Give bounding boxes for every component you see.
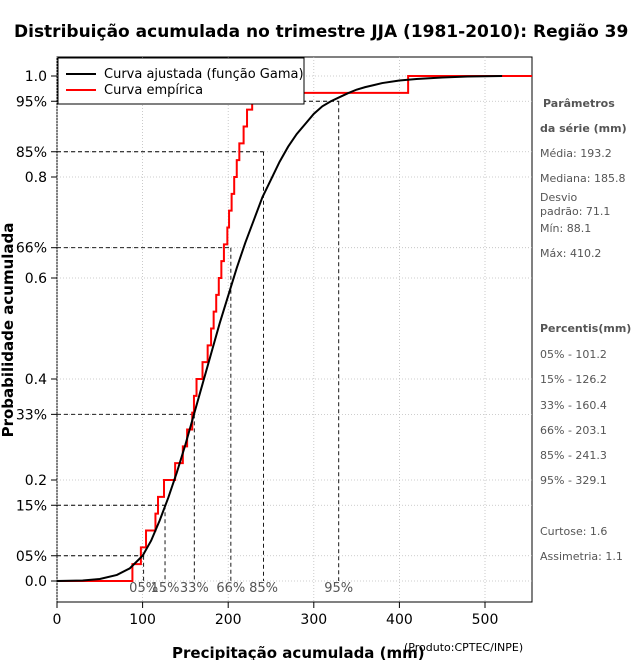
y-tick-label-1: 05% <box>16 549 47 565</box>
y-tick-label-4: 33% <box>16 407 47 423</box>
y-tick-label-9: 85% <box>16 145 47 161</box>
y-tick-label-5: 0.4 <box>25 372 47 388</box>
percentil-95: 95% - 329.1 <box>540 474 607 487</box>
percentile-x-label-3: 66% <box>216 581 245 596</box>
percentil-15: 15% - 126.2 <box>540 373 607 386</box>
credit-text: (Produto:CPTEC/INPE) <box>404 641 523 654</box>
chart-title: Distribuição acumulada no trimestre JJA … <box>14 22 628 42</box>
percentil-66: 66% - 203.1 <box>540 424 607 437</box>
percentis-header: Percentis(mm) <box>540 322 631 335</box>
y-tick-label-11: 1.0 <box>25 69 47 85</box>
percentile-guides <box>57 100 340 581</box>
y-tick-label-10: 95% <box>16 94 47 110</box>
x-tick-label-2: 200 <box>215 612 242 628</box>
y-tick-label-0: 0.0 <box>25 574 47 590</box>
y-axis-ticks: 0.0 05% 15% 0.2 33% 0.4 0.6 66% 0.8 85% 95% 1.0 <box>16 69 57 590</box>
percentil-85: 85% - 241.3 <box>540 449 607 462</box>
x-tick-label-3: 300 <box>300 612 327 628</box>
plot-frame <box>56 56 533 603</box>
percentil-05: 05% - 101.2 <box>540 348 607 361</box>
percentile-x-label-0: 05% <box>129 581 158 596</box>
x-tick-label-4: 400 <box>386 612 413 628</box>
stat-curtose: Curtose: 1.6 <box>540 525 607 538</box>
y-tick-label-3: 0.2 <box>25 473 47 489</box>
percentile-x-label-2: 33% <box>180 581 209 596</box>
side-panel: Parâmetros da série (mm) Média: 193.2 Me… <box>540 97 631 563</box>
stat-desvio-1: Desvio <box>540 191 578 204</box>
legend-label-empirical: Curva empírica <box>104 83 203 98</box>
percentile-x-labels: 05%15% 33% 66% 85% 95% <box>129 581 353 596</box>
legend-box <box>57 57 305 105</box>
stat-assimetria: Assimetria: 1.1 <box>540 550 623 563</box>
y-tick-label-2: 15% <box>16 498 47 514</box>
percentil-33: 33% - 160.4 <box>540 399 607 412</box>
y-tick-label-6: 0.6 <box>25 271 47 287</box>
x-tick-label-1: 100 <box>129 612 156 628</box>
stat-mediana: Mediana: 185.8 <box>540 172 625 185</box>
percentile-x-label-5: 95% <box>324 581 353 596</box>
stat-min: Mín: 88.1 <box>540 222 591 235</box>
stat-desvio-2: padrão: 71.1 <box>540 205 610 218</box>
grid-lines <box>56 57 532 602</box>
series-empirical-line <box>57 75 532 582</box>
x-axis-ticks: 0 100 200 300 400 500 <box>53 602 499 628</box>
stat-max: Máx: 410.2 <box>540 247 601 260</box>
x-tick-label-0: 0 <box>53 612 62 628</box>
legend-label-gamma: Curva ajustada (função Gama) <box>104 67 304 82</box>
y-tick-label-8: 0.8 <box>25 170 47 186</box>
y-axis-title: Probabilidade acumulada <box>0 223 17 438</box>
percentile-x-label-1: 15% <box>151 581 180 596</box>
params-header-2: da série (mm) <box>540 122 627 135</box>
series-group <box>56 75 532 582</box>
x-axis-title: Precipitação acumulada (mm) <box>172 644 425 660</box>
stat-media: Média: 193.2 <box>540 147 612 160</box>
legend: Curva ajustada (função Gama) Curva empír… <box>57 57 305 105</box>
series-gamma-line <box>56 75 503 582</box>
params-header-1: Parâmetros <box>543 97 615 110</box>
percentile-x-label-4: 85% <box>249 581 278 596</box>
y-tick-label-7: 66% <box>16 241 47 257</box>
x-tick-label-5: 500 <box>472 612 499 628</box>
